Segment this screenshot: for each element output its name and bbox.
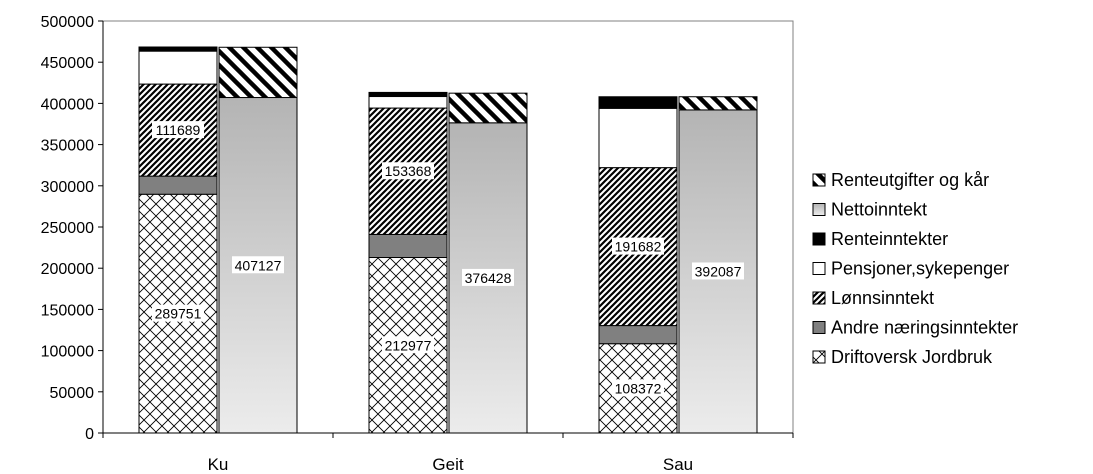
legend-swatch	[812, 173, 826, 187]
data-labels: 289751 111689 407127 212977 153368 376428 1083…	[152, 121, 744, 397]
x-tick-label: Sau	[663, 455, 693, 474]
bar-renteinntekter	[598, 96, 678, 109]
y-tick-label: 350000	[41, 138, 94, 155]
legend-label: Lønnsinntekt	[831, 288, 934, 308]
legend-label: Andre næringsinntekter	[831, 318, 1018, 338]
legend-item-renteinntekter: Renteinntekter	[812, 229, 948, 249]
y-tick-label: 500000	[41, 14, 94, 31]
y-tick-label: 50000	[50, 385, 95, 402]
data-label-bg	[612, 379, 664, 397]
bar-renteutgifter-og-kar	[218, 46, 298, 99]
y-tick-label: 200000	[41, 261, 94, 278]
legend-item-lonnsinntekt: Lønnsinntekt	[812, 288, 934, 308]
legend-item-andre-naeringsinntekter: Andre næringsinntekter	[812, 318, 1018, 338]
x-tick-label: Ku	[208, 455, 229, 474]
legend-item-pensjoner-sykepenger: Pensjoner,sykepenger	[812, 259, 1009, 279]
bar-renteinntekter	[368, 91, 448, 98]
bar-andre-naeringsinntekter	[138, 175, 218, 195]
data-label-bg	[382, 336, 434, 354]
data-label-bg	[462, 268, 514, 286]
data-label: 108372	[615, 380, 662, 396]
legend: Renteutgifter og kår Nettoinntekt Renteinn…	[812, 170, 1018, 367]
data-label-bg	[232, 256, 284, 274]
data-label: 407127	[235, 257, 282, 273]
bar-andre-naeringsinntekter	[598, 325, 678, 345]
bar-pensjoner-sykepenger	[368, 96, 448, 109]
data-label-bg	[152, 304, 204, 322]
data-label: 392087	[695, 263, 742, 279]
legend-label: Driftoversk Jordbruk	[831, 347, 993, 367]
y-tick-label: 450000	[41, 55, 94, 72]
data-label-bg	[692, 262, 744, 280]
legend-item-driftoversk-jordbruk: Driftoversk Jordbruk	[812, 347, 993, 367]
data-label: 191682	[615, 239, 662, 255]
bar-renteutgifter-og-kar	[448, 92, 528, 124]
legend-swatch	[812, 321, 826, 334]
data-label: 289751	[155, 306, 202, 322]
legend-label: Renteinntekter	[831, 229, 948, 249]
y-tick-label: 150000	[41, 302, 94, 319]
bar-andre-naeringsinntekter	[368, 233, 448, 259]
y-axis-ticks: 0 50000 100000 150000 200000 250000 300000 3500…	[41, 14, 103, 443]
legend-swatch	[812, 232, 826, 246]
y-tick-label: 400000	[41, 96, 94, 113]
data-label-bg	[382, 162, 434, 180]
x-axis-ticks: Ku Geit Sau	[102, 433, 794, 474]
y-tick-label: 300000	[41, 179, 94, 196]
x-tick-label: Geit	[432, 455, 463, 474]
data-label: 111689	[156, 122, 201, 138]
legend-item-renteutgifter-og-kar: Renteutgifter og kår	[812, 170, 989, 190]
legend-swatch	[812, 203, 826, 216]
data-label-bg	[152, 121, 204, 139]
bar-pensjoner-sykepenger	[598, 107, 678, 169]
legend-item-nettoinntekt: Nettoinntekt	[812, 200, 927, 220]
axes	[102, 20, 794, 434]
legend-swatch	[812, 350, 826, 364]
bar-renteinntekter	[138, 46, 218, 52]
data-label: 153368	[385, 163, 432, 179]
legend-label: Pensjoner,sykepenger	[831, 259, 1009, 279]
bar-pensjoner-sykepenger	[138, 50, 218, 85]
y-tick-label: 0	[85, 426, 94, 443]
data-label: 376428	[465, 270, 512, 286]
plot-area	[102, 20, 794, 434]
legend-label: Renteutgifter og kår	[831, 170, 989, 190]
y-tick-label: 250000	[41, 220, 94, 237]
legend-swatch	[812, 262, 826, 275]
legend-swatch	[812, 291, 826, 305]
data-label-bg	[612, 237, 664, 255]
legend-label: Nettoinntekt	[831, 200, 927, 220]
y-tick-label: 100000	[41, 344, 94, 361]
bar-renteutgifter-og-kar	[678, 96, 758, 111]
data-label: 212977	[385, 337, 432, 353]
